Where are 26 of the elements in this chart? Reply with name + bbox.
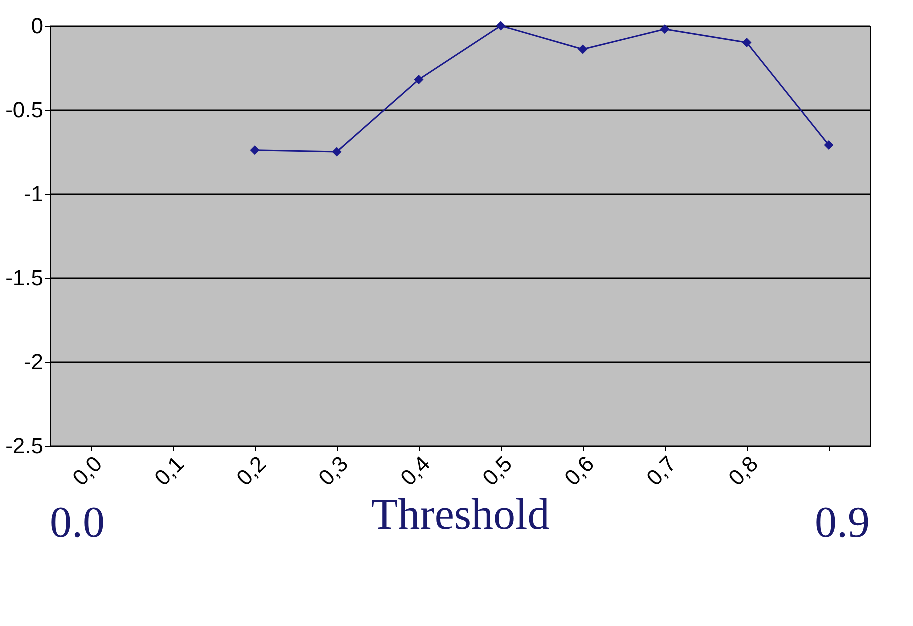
x-tick-label: 0,3 [314, 451, 354, 491]
point [250, 146, 260, 156]
x-tick-label: 0,0 [68, 451, 108, 491]
x-tick-label: 0,8 [724, 451, 764, 491]
x-tick-label: 0,2 [232, 451, 272, 491]
y-tick-label: -2.5 [6, 434, 44, 458]
point [578, 44, 588, 54]
point [414, 75, 424, 85]
point [660, 24, 670, 34]
x-tick-label: 0,1 [150, 451, 190, 491]
point [742, 38, 752, 48]
point [332, 147, 342, 157]
y-tick-label: -1.5 [6, 266, 44, 290]
x-tick-label: 0,4 [396, 451, 436, 491]
y-tick-label: -2 [24, 350, 44, 374]
x-tick-label: 0,6 [560, 451, 600, 491]
text: 0.0 [50, 498, 105, 547]
point [496, 21, 506, 31]
y-tick-label: -1 [24, 182, 44, 206]
point [824, 140, 834, 150]
y-tick-label: 0 [31, 14, 44, 38]
x-axis-title: Threshold [371, 490, 550, 539]
x-tick-label: 0,7 [642, 451, 682, 491]
x-tick-label: 0,5 [478, 451, 518, 491]
text: 0.9 [815, 498, 870, 547]
y-tick-label: -0.5 [6, 98, 44, 122]
